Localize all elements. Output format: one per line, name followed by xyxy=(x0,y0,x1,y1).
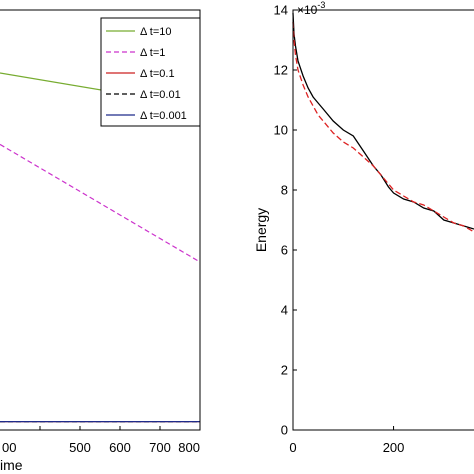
legend-box xyxy=(100,17,201,127)
left-chart: 00 500 600 700 800 ime Δ t=10Δ t=1Δ t=0.1Δ t… xyxy=(0,9,201,473)
right-y-exponent-base: ×10 xyxy=(297,3,318,17)
right-x-tick-label: 200 xyxy=(383,440,405,455)
right-y-tick-label: 6 xyxy=(281,243,288,258)
left-x-tick-label: 800 xyxy=(178,440,200,455)
left-x-tick-label: 700 xyxy=(149,440,171,455)
right-x-tick-label: 0 xyxy=(289,440,296,455)
left-x-ticks: 00 500 600 700 800 xyxy=(2,426,201,455)
legend-entry-label: Δ t=1 xyxy=(140,47,165,59)
left-x-axis-label: ime xyxy=(0,457,23,473)
right-series-line-1 xyxy=(292,21,474,233)
left-axes-frame xyxy=(0,9,201,431)
right-y-tick-label: 8 xyxy=(281,183,288,198)
left-x-tick-label: 00 xyxy=(2,440,16,455)
legend-entry-label: Δ t=0.01 xyxy=(140,89,181,101)
left-x-tick-label: 600 xyxy=(109,440,131,455)
legend: Δ t=10 Δ t=1 Δ t=0.1 Δ t=0.01 Δ t=0.001 xyxy=(100,17,201,127)
legend-entry-label: Δ t=10 xyxy=(140,26,172,38)
left-x-tick-label: 500 xyxy=(69,440,91,455)
right-y-ticks: 0 2 4 6 8 10 12 14 xyxy=(274,3,297,438)
right-y-tick-label: 14 xyxy=(274,3,288,18)
right-chart: 0 2 4 6 8 10 12 14 0 200 Energy ×10-3 xyxy=(253,0,474,455)
right-series-line-0 xyxy=(292,12,474,230)
right-y-exponent-power: -3 xyxy=(317,0,325,10)
legend-items: Δ t=10 Δ t=1 Δ t=0.1 Δ t=0.01 Δ t=0.001 xyxy=(106,26,187,122)
right-y-tick-label: 2 xyxy=(281,363,288,378)
right-y-tick-label: 12 xyxy=(274,63,288,78)
legend-entry-label: Δ t=0.001 xyxy=(140,110,187,122)
left-series-line-1 xyxy=(0,143,201,263)
right-y-axis-label: Energy xyxy=(253,208,269,252)
legend-entry-label: Δ t=0.1 xyxy=(140,68,175,80)
right-y-tick-label: 10 xyxy=(274,123,288,138)
right-axes-frame xyxy=(292,9,474,431)
right-y-exponent: ×10-3 xyxy=(297,0,325,17)
right-series-group xyxy=(292,12,474,233)
right-x-ticks: 0 200 xyxy=(289,426,404,455)
right-y-tick-label: 4 xyxy=(281,303,288,318)
right-y-tick-label: 0 xyxy=(281,423,288,438)
